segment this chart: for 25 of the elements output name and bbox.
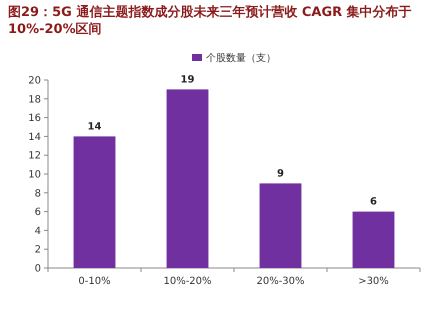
chart-title: 图29：5G 通信主题指数成分股未来三年预计营收 CAGR 集中分布于10%-20%区间 (8, 4, 413, 38)
y-tick-label: 14 (28, 132, 41, 143)
bar (260, 183, 302, 268)
bar (74, 136, 116, 268)
data-label: 19 (180, 74, 194, 86)
x-tick-label: 20%-30% (256, 276, 305, 287)
x-tick-label: 0-10% (78, 276, 111, 287)
y-tick-label: 0 (34, 264, 41, 274)
data-label: 14 (88, 121, 102, 132)
y-tick-label: 2 (34, 244, 41, 256)
y-tick-label: 16 (28, 113, 41, 124)
y-tick-label: 8 (34, 188, 41, 200)
y-tick-label: 12 (28, 150, 41, 162)
bar (166, 89, 208, 268)
data-label: 6 (370, 196, 378, 208)
bar (352, 212, 394, 268)
legend-label: 个股数量（支） (206, 52, 276, 64)
y-tick-label: 4 (34, 226, 41, 237)
y-tick-label: 18 (28, 94, 41, 106)
data-label: 9 (277, 168, 284, 180)
y-tick-label: 20 (28, 76, 41, 86)
y-tick-label: 10 (28, 170, 41, 180)
x-tick-label: 10%-20% (163, 276, 212, 287)
x-tick-label: >30% (358, 276, 389, 287)
y-tick-label: 6 (34, 207, 41, 218)
